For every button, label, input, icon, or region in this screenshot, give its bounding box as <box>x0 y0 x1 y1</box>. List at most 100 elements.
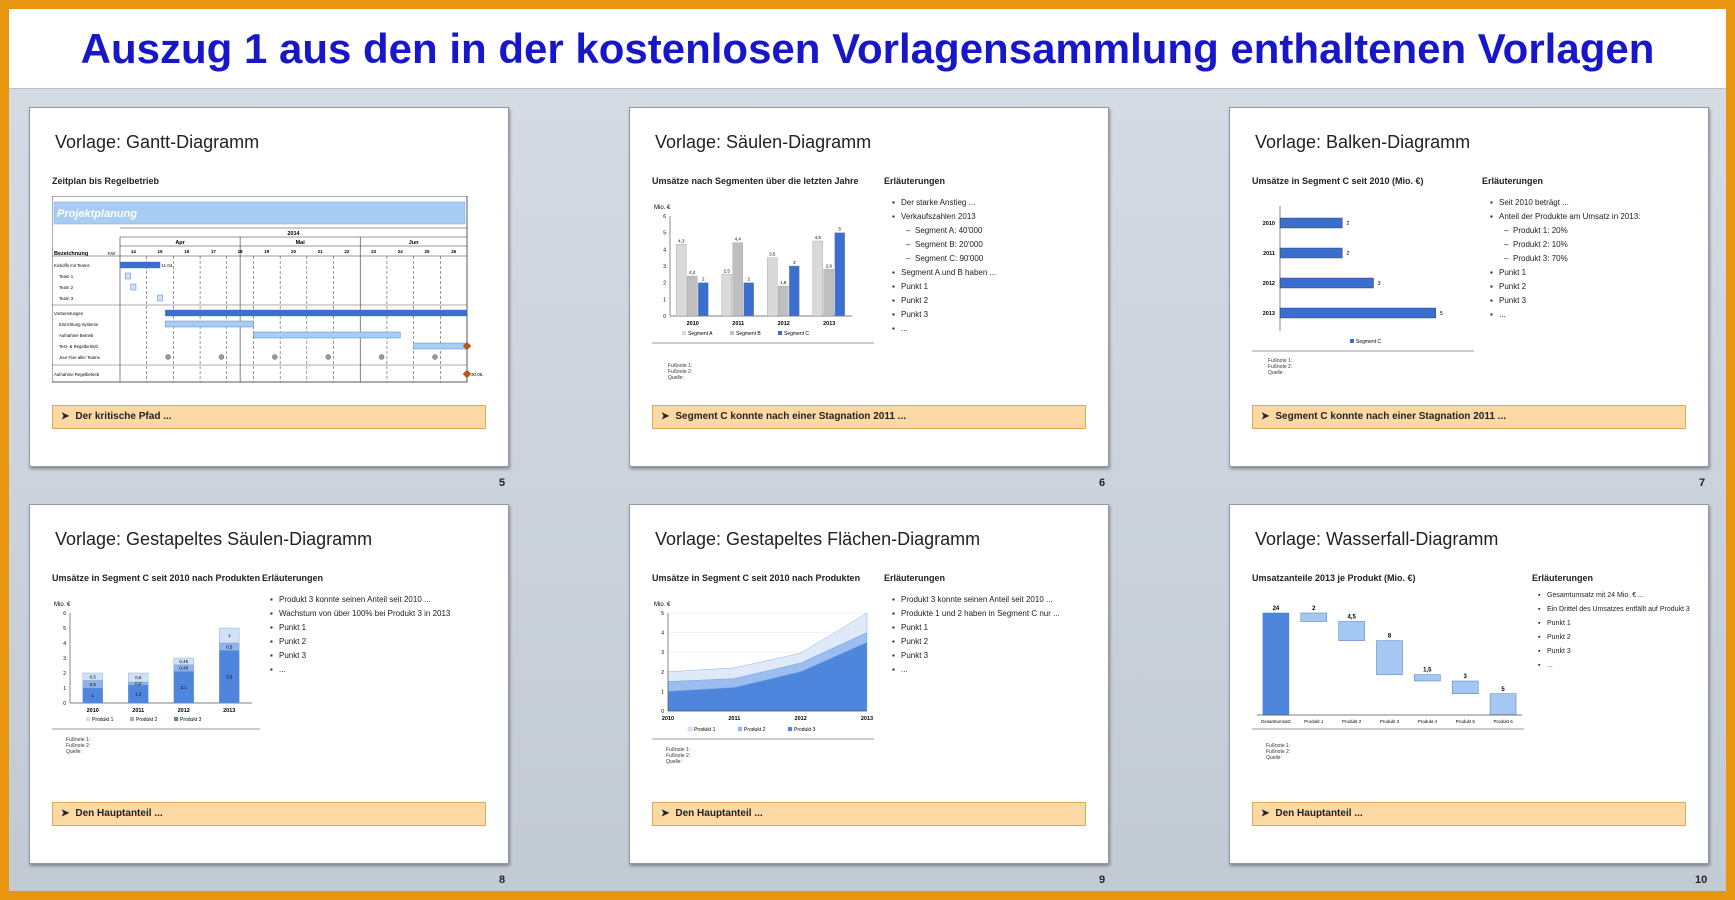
bar <box>687 275 698 317</box>
y-axis-label: Mio. € <box>654 602 671 608</box>
footer-text: Der kritische Pfad ... <box>75 411 172 422</box>
bullet-item: ▪... <box>892 663 1060 677</box>
y-tick-label: 1 <box>661 689 664 695</box>
page-number: 10 <box>1695 874 1708 886</box>
slide-footer-box: ➤ Der kritische Pfad ... <box>52 405 486 429</box>
bullet-text: Punkt 1 <box>1547 620 1571 627</box>
slide-thumbnail-balken[interactable]: Vorlage: Balken-Diagramm Umsätze in Segm… <box>1229 107 1709 467</box>
slide-thumbnail-gestapelt-flaechen[interactable]: Vorlage: Gestapeltes Flächen-Diagramm Um… <box>629 504 1109 864</box>
data-label: 0,5 <box>90 682 97 687</box>
page-number: 9 <box>1099 874 1106 886</box>
slide-subtitle: Umsätze in Segment C seit 2010 (Mio. €) <box>1252 176 1424 186</box>
data-label: 3,5 <box>769 252 776 257</box>
page-number: 8 <box>499 874 506 886</box>
data-label: 3 <box>793 260 796 265</box>
end-date-label: 30.06. <box>471 372 484 377</box>
slide-thumbnail-gestapelt-saeulen[interactable]: Vorlage: Gestapeltes Säulen-Diagramm Ums… <box>29 504 509 864</box>
jour-fixe-marker <box>378 354 385 360</box>
x-tick-label: 2013 <box>823 321 835 327</box>
bullet-icon: ▪ <box>270 651 273 660</box>
bullet-item: ▪ Gesamtumsatz mit 24 Mio. € ... <box>1538 589 1690 603</box>
y-axis-label: Mio. € <box>54 602 71 608</box>
footnote-line: Fußnote 2: <box>668 369 693 375</box>
dash-icon: – <box>1504 254 1509 263</box>
dash-icon: – <box>1504 226 1509 235</box>
x-tick-label: 2012 <box>778 321 790 327</box>
y-tick-label: 4 <box>661 631 664 637</box>
bullet-icon: ▪ <box>1490 310 1493 319</box>
bar <box>743 282 754 317</box>
slide-thumbnail-wasserfall[interactable]: Vorlage: Wasserfall-Diagramm Umsatzantei… <box>1229 504 1709 864</box>
data-label: 0,2 <box>135 681 142 686</box>
footnote-line: Fußnote 2: <box>666 753 691 759</box>
bullet-icon: ▪ <box>892 651 895 660</box>
waterfall-bar <box>1489 693 1517 716</box>
slide-sorter: Auszug 1 aus den in der kostenlosen Vorl… <box>9 9 1726 891</box>
slide-thumbnail-gantt[interactable]: Vorlage: Gantt-Diagramm Zeitplan bis Reg… <box>29 107 509 467</box>
bullet-item: ▪ Produkt 3 konnte seinen Anteil seit 201… <box>892 593 1060 607</box>
bullet-item: – Segment C: 90'000 <box>892 252 996 266</box>
arrow-icon: ➤ <box>1261 411 1270 422</box>
gantt-banner <box>53 201 466 225</box>
dash-icon: – <box>906 226 911 235</box>
x-tick-label: Produkt 6 <box>1493 719 1513 724</box>
x-tick-label: 2010 <box>662 716 674 722</box>
bullet-text: Produkt 3: 70% <box>1513 254 1568 263</box>
slide-title: Vorlage: Wasserfall-Diagramm <box>1255 529 1499 549</box>
bullet-text: Punkt 3 <box>1547 648 1571 655</box>
waterfall-bar <box>1414 674 1441 682</box>
data-label: 8 <box>1388 634 1392 640</box>
data-label: 0,6 <box>135 675 142 680</box>
bullet-text: Punkt 3 <box>1499 296 1527 305</box>
bullet-text: Segment B: 20'000 <box>915 240 983 249</box>
bullet-item: – Produkt 2: 10% <box>1490 238 1640 252</box>
bullet-item: ▪ Punkt 1 <box>1538 617 1690 631</box>
bullet-list: ▪ Seit 2010 beträgt ... ▪ Anteil der Produk… <box>1490 196 1640 322</box>
task-bar <box>165 320 254 328</box>
bullet-icon: ▪ <box>1538 606 1541 613</box>
week-label: 24 <box>398 249 404 254</box>
y-tick-label: 5 <box>663 231 666 237</box>
y-tick-label: 2 <box>63 671 66 677</box>
data-label: 5 <box>1501 687 1505 693</box>
slide-footer-box: ➤ Den Hauptanteil ... <box>652 802 1086 826</box>
data-label: 2 <box>1346 251 1349 257</box>
slide-subtitle: Umsatzanteile 2013 je Produkt (Mio. €) <box>1252 573 1416 583</box>
bar-segment <box>173 657 194 665</box>
slide-thumbnail-saeulen[interactable]: Vorlage: Säulen-Diagramm Umsätze nach Se… <box>629 107 1109 467</box>
week-label: 21 <box>318 249 324 254</box>
jour-fixe-marker <box>218 354 225 360</box>
bullet-text: Punkt 2 <box>901 296 929 305</box>
dash-icon: – <box>1504 240 1509 249</box>
bullet-text: Wachstum von über 100% bei Produkt 3 in … <box>279 609 451 618</box>
slide-title: Vorlage: Gestapeltes Säulen-Diagramm <box>55 529 373 549</box>
footnote-line: Fußnote 1: <box>1268 358 1293 364</box>
legend-swatch <box>130 717 134 721</box>
slide-footer-box: ➤ Segment C konnte nach einer Stagnation … <box>652 405 1086 429</box>
bullet-icon: ▪ <box>1538 634 1541 641</box>
bullet-text: Produkt 3 konnte seinen Anteil seit 2010… <box>279 595 431 604</box>
waterfall-bar <box>1300 612 1328 622</box>
bullet-icon: ▪ <box>1490 212 1493 221</box>
slide-title: Vorlage: Gestapeltes Flächen-Diagramm <box>655 529 981 549</box>
bullet-icon: ▪ <box>892 296 895 305</box>
task-bar <box>119 261 161 269</box>
bullet-icon: ▪ <box>270 609 273 618</box>
bullet-item: ▪ Anteil der Produkte am Umsatz in 2013: <box>1490 210 1640 224</box>
bar-segment <box>128 672 149 683</box>
x-tick-label: 2012 <box>795 716 807 722</box>
arrow-icon: ➤ <box>661 808 670 819</box>
bullet-item: ▪ Punkt 3 <box>1538 645 1690 659</box>
bar <box>1279 307 1437 319</box>
task-bar <box>130 283 137 291</box>
task-label: Test- & Regelbetrieb <box>59 344 99 349</box>
x-tick-label: 2011 <box>732 321 744 327</box>
bullet-item: ▪ Punkt 2 <box>1490 280 1640 294</box>
y-tick-label: 2010 <box>1263 221 1275 227</box>
bullet-icon: ▪ <box>892 623 895 632</box>
y-tick-label: 2012 <box>1263 281 1275 287</box>
legend-label: Segment B <box>736 331 761 337</box>
legend-swatch <box>687 726 693 732</box>
